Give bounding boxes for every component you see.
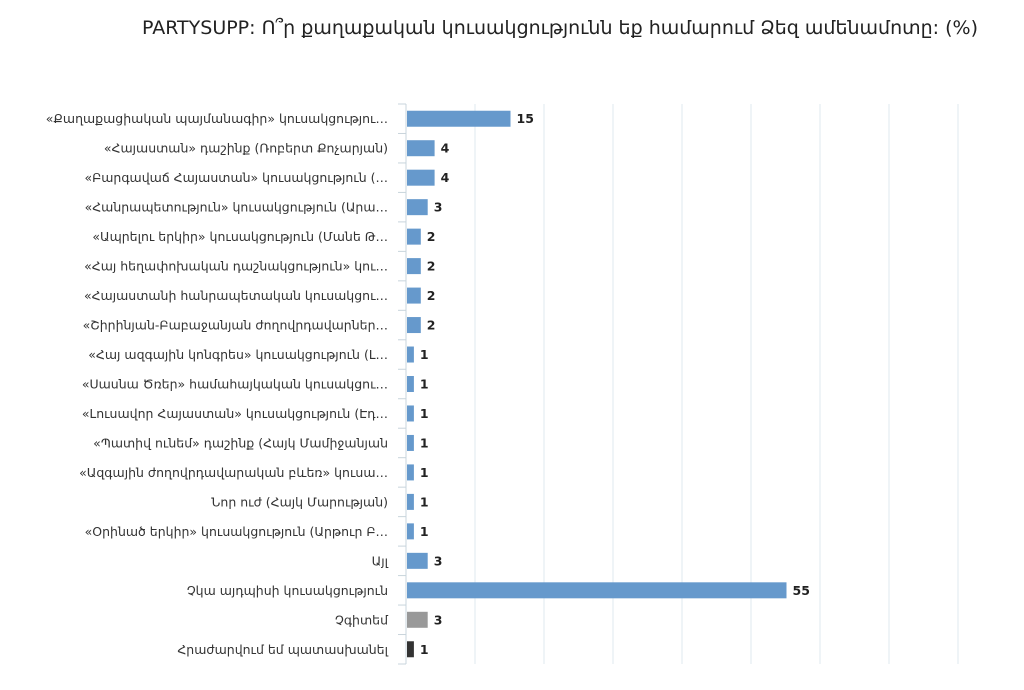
category-label: «Շիրինյան-Բաբաջանյան ժողովրդավարներ… — [83, 318, 388, 333]
bar — [407, 346, 414, 363]
value-label: 4 — [441, 141, 450, 156]
category-label: «Սասնա Ծռեր» համահայկական կուսակցու… — [82, 377, 388, 392]
category-label: Նոր ուժ (Հայկ Մարության) — [211, 494, 388, 509]
bar — [407, 434, 414, 451]
bar — [407, 493, 414, 510]
category-label: «Քաղաքացիական պայմանագիր» կուսակցությու… — [46, 111, 388, 126]
category-label: Հրաժարվում եմ պատասխանել — [177, 642, 388, 657]
value-label: 4 — [441, 170, 450, 185]
category-label: «Հայ ազգային կոնգրես» կուսակցություն (Լ… — [88, 347, 388, 362]
bar — [407, 228, 421, 245]
bar — [407, 611, 428, 628]
value-label: 1 — [420, 465, 429, 480]
value-label: 1 — [420, 406, 429, 421]
bar — [407, 523, 414, 540]
value-label: 1 — [420, 524, 429, 539]
category-label: «Բարգավաճ Հայաստան» կուսակցություն (… — [84, 170, 388, 185]
bar — [407, 552, 428, 569]
value-label: 1 — [420, 642, 429, 657]
bar — [407, 258, 421, 275]
category-label: Չգիտեմ — [335, 612, 389, 627]
category-label: «Պատիվ ունեմ» դաշինք (Հայկ Մամիջանյան — [93, 435, 388, 450]
chart-title: PARTYSUPP: Ո՞ր քաղաքական կուսակցությունն… — [141, 17, 978, 39]
category-label: Չկա այդպիսի կուսակցություն — [187, 583, 388, 598]
value-label: 3 — [434, 612, 443, 627]
value-label: 2 — [427, 288, 436, 303]
bar — [407, 110, 511, 127]
category-label: «Հայաստանի հանրապետական կուսակցու… — [84, 288, 388, 303]
category-label: «Հանրապետություն» կուսակցություն (Արա… — [85, 200, 388, 215]
bar — [407, 376, 414, 392]
bar — [407, 287, 421, 304]
bar — [407, 464, 414, 481]
category-label: «Ազգային ժողովրդավարական բևեռ» կուսա… — [79, 465, 388, 480]
category-label: Այլ — [372, 553, 389, 568]
value-label: 1 — [420, 435, 429, 450]
value-label: 3 — [434, 553, 443, 568]
value-label: 2 — [427, 229, 436, 244]
bar — [407, 641, 414, 658]
value-label: 15 — [517, 111, 534, 126]
bar — [407, 317, 421, 334]
value-label: 55 — [793, 583, 810, 598]
bar — [407, 405, 414, 422]
bar — [407, 140, 435, 157]
bar — [407, 169, 435, 186]
category-label: «Ապրելու երկիր» կուսակցություն (Մանե Թ… — [92, 229, 388, 244]
value-label: 1 — [420, 494, 429, 509]
category-label: «Հայ հեղափոխական դաշնակցություն» կու… — [84, 259, 388, 274]
category-label: «Լուսավոր Հայաստան» կուսակցություն (Էդ… — [82, 406, 388, 421]
category-label: «Հայաստան» դաշինք (Ռոբերտ Քոչարյան) — [104, 141, 388, 156]
value-label: 1 — [420, 347, 429, 362]
value-label: 3 — [434, 200, 443, 215]
value-label: 2 — [427, 259, 436, 274]
value-label: 2 — [427, 318, 436, 333]
bar — [407, 582, 787, 599]
value-label: 1 — [420, 377, 429, 392]
bar — [407, 199, 428, 216]
category-label: «Օրինած երկիր» կուսակցություն (Արթուր Բ… — [85, 524, 388, 539]
